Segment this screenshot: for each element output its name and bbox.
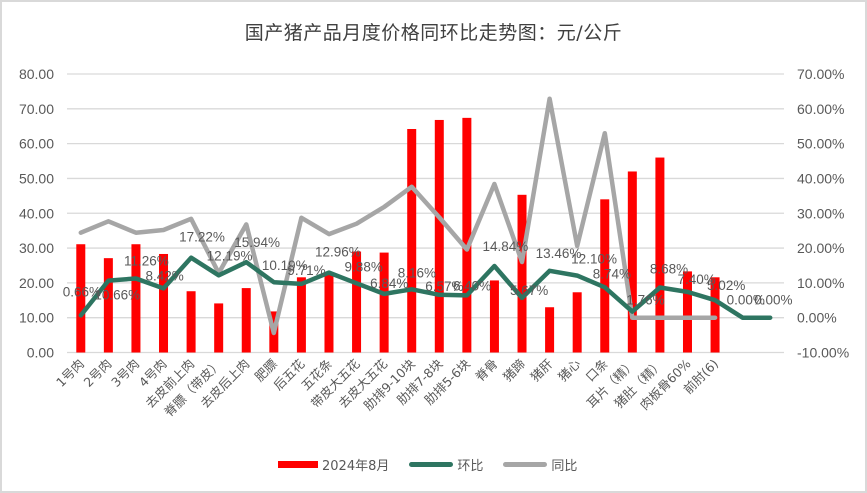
y-right-tick: 50.00% <box>797 136 844 152</box>
mom-line[interactable] <box>78 255 773 320</box>
mom-data-label: 9.71% <box>287 263 325 278</box>
bar[interactable] <box>296 277 306 353</box>
bar[interactable] <box>627 171 637 353</box>
mom-data-label: 10.19% <box>262 258 308 273</box>
bar[interactable] <box>572 292 582 353</box>
legend-item-yoy[interactable]: 同比 <box>503 455 577 474</box>
mom-data-label: 6.57% <box>425 279 463 294</box>
x-axis-label: 猪蹄 <box>500 356 528 384</box>
bar[interactable] <box>462 117 472 353</box>
legend-label-bar: 2024年8月 <box>322 459 390 474</box>
y-right-tick: 30.00% <box>797 205 844 221</box>
bar[interactable] <box>682 271 692 353</box>
y-left-tick: 50.00 <box>19 170 54 186</box>
y-left-tick: 30.00 <box>19 240 54 256</box>
y-left-tick: 60.00 <box>19 136 54 152</box>
bar[interactable] <box>600 199 610 353</box>
bar[interactable] <box>76 244 86 353</box>
y-right-tick: 60.00% <box>797 101 844 117</box>
mom-data-label: 8.16% <box>398 265 436 280</box>
mom-data-label: 11.26% <box>124 253 169 268</box>
bar[interactable] <box>241 288 251 353</box>
mom-data-label: 0.00% <box>754 293 792 308</box>
mom-data-label: 13.46% <box>536 246 582 261</box>
x-axis-label: 猪肝 <box>527 356 556 385</box>
mom-data-label: 17.22% <box>179 230 225 245</box>
bar[interactable] <box>186 291 196 353</box>
bar[interactable] <box>379 252 389 353</box>
bar[interactable] <box>434 119 444 353</box>
mom-line-swatch-icon <box>409 462 454 467</box>
mom-data-label: 0.00% <box>727 293 765 308</box>
x-axis-label: 猪心 <box>555 356 584 385</box>
mom-data-label: 14.84% <box>482 239 528 254</box>
bar[interactable] <box>517 194 527 353</box>
mom-data-label: 9.88% <box>345 259 383 274</box>
mom-data-label: 12.96% <box>315 245 361 260</box>
y-right-tick: 10.00% <box>797 275 844 291</box>
mom-data-label: 6.40% <box>453 278 491 293</box>
legend-label-yoy: 同比 <box>551 459 578 474</box>
mom-data-label: 5.02% <box>707 278 745 293</box>
mom-data-label: 8.74% <box>593 266 631 281</box>
bar[interactable] <box>710 277 720 353</box>
bar[interactable] <box>545 307 555 353</box>
mom-data-label: 12.10% <box>571 252 617 267</box>
yoy-line-swatch-icon <box>503 462 548 467</box>
legend-item-mom[interactable]: 环比 <box>409 455 483 474</box>
bar-swatch-icon <box>278 461 318 468</box>
mom-data-label: 10.66% <box>94 288 140 303</box>
y-left-tick: 70.00 <box>19 101 54 117</box>
y-left-tick: 20.00 <box>19 275 54 291</box>
legend-label-mom: 环比 <box>457 459 484 474</box>
mom-data-label: 6.84% <box>370 276 408 291</box>
mom-data-label: 0.66% <box>63 284 101 299</box>
bar[interactable] <box>324 273 334 353</box>
y-right-tick: 20.00% <box>797 240 844 256</box>
x-axis-label: 3号肉 <box>108 356 142 390</box>
mom-data-label: 5.67% <box>510 283 548 298</box>
y-left-tick: 10.00 <box>19 310 54 326</box>
y-left-tick: 40.00 <box>19 205 54 221</box>
y-left-tick: 80.00 <box>19 66 54 82</box>
bar[interactable] <box>214 303 224 353</box>
x-axis-label: 2号肉 <box>81 356 115 390</box>
yoy-line[interactable] <box>78 96 718 336</box>
mom-data-label: 15.94% <box>234 235 280 250</box>
y-right-tick: 70.00% <box>797 66 844 82</box>
legend-item-bar[interactable]: 2024年8月 <box>278 455 389 474</box>
mom-data-label: 7.40% <box>677 272 715 287</box>
mom-data-label: 12.19% <box>207 248 253 263</box>
x-axis-label: 1号肉 <box>53 356 87 390</box>
y-left-tick: 0.00 <box>27 345 54 361</box>
x-axis-label: 脊骨 <box>472 356 500 384</box>
bar[interactable] <box>489 280 499 353</box>
mom-data-label: 8.68% <box>650 261 688 276</box>
chart-legend: 2024年8月 环比 同比 <box>278 455 597 474</box>
bar[interactable] <box>159 253 169 353</box>
bar[interactable] <box>131 244 141 353</box>
chart-title: 国产猪产品月度价格同环比走势图：元/公斤 <box>244 22 623 44</box>
y-right-tick: 40.00% <box>797 170 844 186</box>
bar[interactable] <box>352 251 362 353</box>
y-right-tick: 0.00% <box>797 310 837 326</box>
bar[interactable] <box>103 258 113 353</box>
bar[interactable] <box>407 129 417 353</box>
mom-data-label: 1.76% <box>626 293 664 308</box>
y-right-tick: -10.00% <box>797 345 849 361</box>
bar[interactable] <box>655 157 665 353</box>
mom-data-label: 8.42% <box>146 268 184 283</box>
